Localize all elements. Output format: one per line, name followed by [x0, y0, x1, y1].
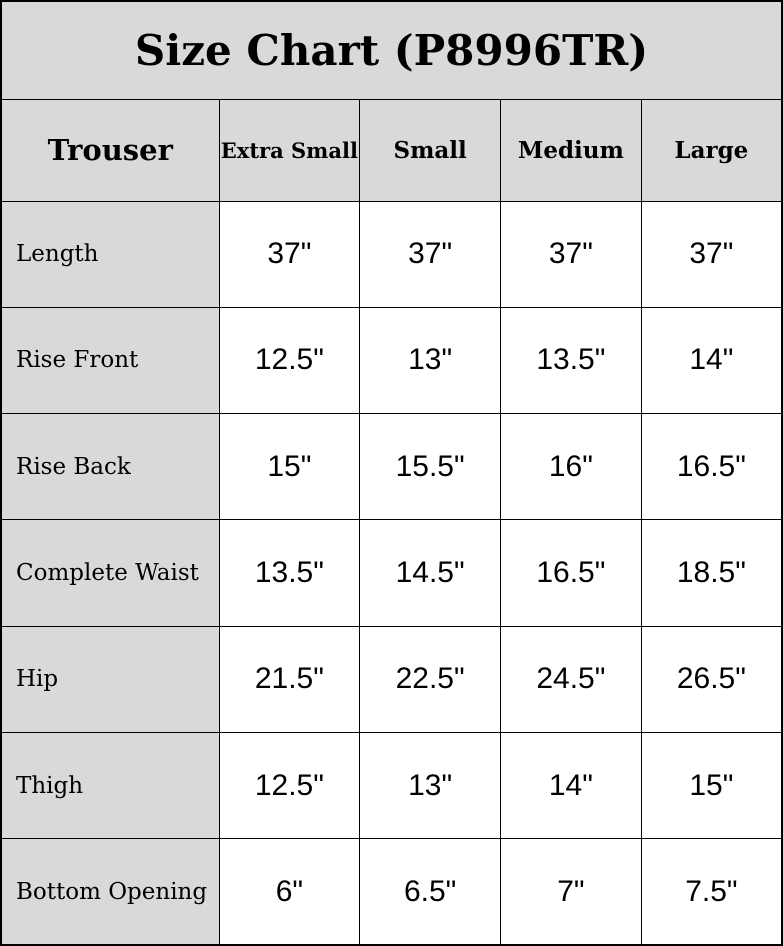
cell-complete-waist-medium: 16.5" [500, 519, 642, 627]
cell-rise-back-small: 15.5" [359, 413, 501, 521]
cell-length-small: 37" [359, 200, 501, 308]
table-row-complete-waist: Complete Waist 13.5" 14.5" 16.5" 18.5" [0, 519, 783, 627]
row-label-bottom-opening: Bottom Opening [0, 838, 220, 946]
cell-thigh-small: 13" [359, 731, 501, 840]
cell-complete-waist-large: 18.5" [640, 519, 783, 627]
cell-thigh-medium: 14" [500, 731, 642, 840]
cell-rise-front-large: 14" [640, 306, 783, 415]
cell-hip-extra-small: 21.5" [218, 625, 361, 733]
cell-length-medium: 37" [500, 200, 642, 308]
cell-complete-waist-extra-small: 13.5" [218, 519, 361, 627]
cell-length-large: 37" [640, 200, 783, 308]
column-header-small: Small [359, 98, 501, 202]
row-label-rise-back: Rise Back [0, 413, 220, 521]
row-label-complete-waist: Complete Waist [0, 519, 220, 627]
cell-hip-medium: 24.5" [500, 625, 642, 733]
cell-complete-waist-small: 14.5" [359, 519, 501, 627]
row-label-hip: Hip [0, 625, 220, 733]
title-row: Size Chart (P8996TR) [0, 0, 783, 100]
table-row-rise-front: Rise Front 12.5" 13" 13.5" 14" [0, 306, 783, 415]
row-label-rise-front: Rise Front [0, 306, 220, 415]
table-row-rise-back: Rise Back 15" 15.5" 16" 16.5" [0, 413, 783, 521]
cell-thigh-extra-small: 12.5" [218, 731, 361, 840]
row-label-length: Length [0, 200, 220, 308]
chart-title: Size Chart (P8996TR) [0, 0, 783, 100]
column-header-medium: Medium [500, 98, 642, 202]
cell-rise-back-extra-small: 15" [218, 413, 361, 521]
table-row-length: Length 37" 37" 37" 37" [0, 200, 783, 308]
table-row-thigh: Thigh 12.5" 13" 14" 15" [0, 731, 783, 840]
column-header-trouser: Trouser [0, 98, 220, 202]
cell-bottom-opening-large: 7.5" [640, 838, 783, 946]
table-row-hip: Hip 21.5" 22.5" 24.5" 26.5" [0, 625, 783, 733]
cell-bottom-opening-medium: 7" [500, 838, 642, 946]
cell-rise-front-extra-small: 12.5" [218, 306, 361, 415]
cell-rise-front-small: 13" [359, 306, 501, 415]
cell-thigh-large: 15" [640, 731, 783, 840]
column-header-extra-small: Extra Small [218, 98, 361, 202]
cell-hip-small: 22.5" [359, 625, 501, 733]
cell-bottom-opening-extra-small: 6" [218, 838, 361, 946]
header-row: Trouser Extra Small Small Medium Large [0, 98, 783, 202]
column-header-large: Large [640, 98, 783, 202]
cell-bottom-opening-small: 6.5" [359, 838, 501, 946]
cell-rise-back-large: 16.5" [640, 413, 783, 521]
cell-rise-back-medium: 16" [500, 413, 642, 521]
cell-hip-large: 26.5" [640, 625, 783, 733]
table-row-bottom-opening: Bottom Opening 6" 6.5" 7" 7.5" [0, 838, 783, 946]
row-label-thigh: Thigh [0, 731, 220, 840]
cell-rise-front-medium: 13.5" [500, 306, 642, 415]
cell-length-extra-small: 37" [218, 200, 361, 308]
